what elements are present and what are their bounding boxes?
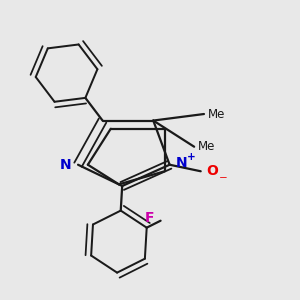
Text: Me: Me [198,140,215,153]
Text: F: F [145,211,155,225]
Text: −: − [219,173,227,183]
Text: O: O [207,164,218,178]
Text: N: N [60,158,71,172]
Text: Me: Me [208,107,225,121]
Text: +: + [187,152,196,161]
Text: N: N [176,156,187,170]
